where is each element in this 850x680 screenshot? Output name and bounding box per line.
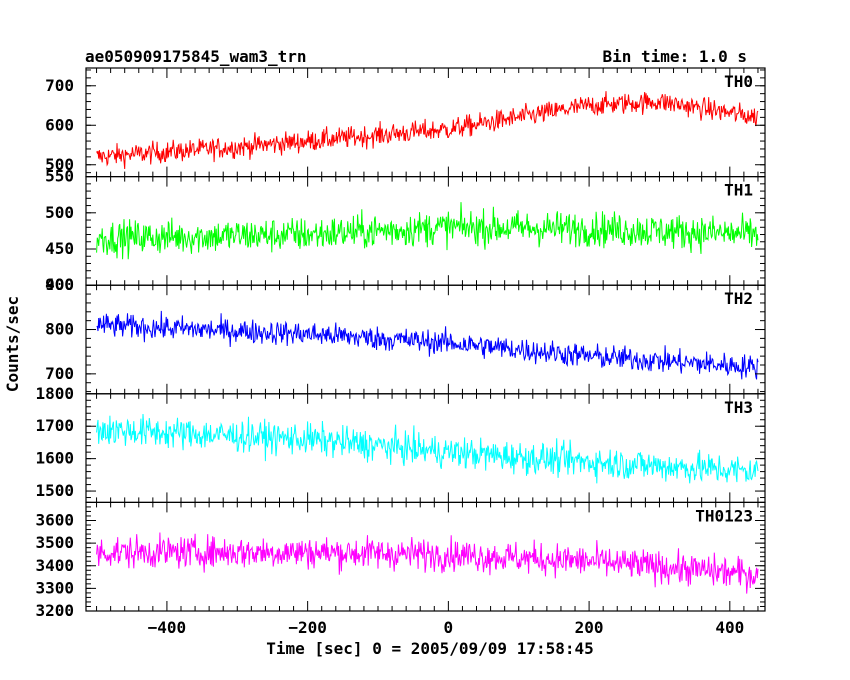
y-tick-label: 550: [45, 167, 74, 186]
y-tick-label: 3400: [35, 556, 74, 575]
y-tick-label: 600: [45, 115, 74, 134]
x-tick-label: 0: [444, 618, 454, 637]
y-tick-label: 3200: [35, 601, 74, 620]
y-tick-label: 1800: [35, 384, 74, 403]
series-line-th3: [96, 413, 759, 484]
y-axis-label: Counts/sec: [3, 296, 22, 392]
x-tick-label: −400: [148, 618, 187, 637]
panel-th2: 700 800 900 TH2: [45, 275, 766, 395]
series-line-th0123: [96, 532, 759, 594]
y-tick-label: 700: [45, 76, 74, 95]
y-tick-label: 3500: [35, 533, 74, 552]
x-axis-label: Time [sec] 0 = 2005/09/09 17:58:45: [266, 639, 594, 658]
x-tick-label: 400: [715, 618, 744, 637]
panel-th0: 500 600 700 TH0: [45, 67, 766, 178]
y-tick-label: 500: [45, 203, 74, 222]
series-line-th0: [96, 91, 759, 170]
y-tick-label: 1600: [35, 449, 74, 468]
y-tick-label: 400: [45, 275, 74, 294]
series-line-th2: [96, 310, 759, 380]
panel-frame: [85, 501, 766, 612]
panel-th0123: 3200 3300 3400 3500 3600 TH0123: [35, 501, 766, 620]
series-label-th1: TH1: [724, 181, 753, 200]
y-tick-label: 1500: [35, 481, 74, 500]
series-label-th2: TH2: [724, 289, 753, 308]
y-tick-label: 500: [45, 155, 74, 174]
panel-th1: 400 450 500 550 TH1: [45, 167, 766, 294]
y-tick-label: 3600: [35, 511, 74, 530]
x-tick-label: 200: [575, 618, 604, 637]
series-label-th0: TH0: [724, 72, 753, 91]
series-line-th1: [96, 202, 759, 260]
y-tick-label: 700: [45, 364, 74, 383]
series-label-th0123: TH0123: [695, 506, 753, 525]
series-label-th3: TH3: [724, 398, 753, 417]
y-tick-label: 450: [45, 239, 74, 258]
x-tick-label: −200: [288, 618, 327, 637]
bin-time-label: Bin time: 1.0 s: [603, 47, 748, 66]
panel-th3: 1500 1600 1700 1800 TH3: [35, 384, 766, 503]
y-tick-label: 900: [45, 275, 74, 294]
y-tick-label: 800: [45, 320, 74, 339]
chart-title: ae050909175845_wam3_trn: [85, 47, 307, 66]
y-tick-label: 3300: [35, 578, 74, 597]
y-tick-label: 1700: [35, 416, 74, 435]
